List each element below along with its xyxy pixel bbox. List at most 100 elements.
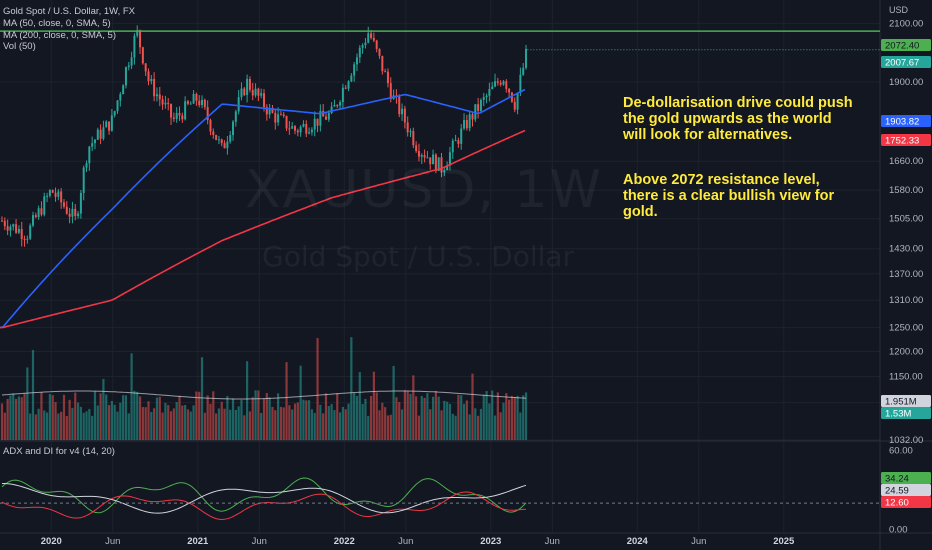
volume-bar [524, 392, 528, 440]
candle-body [465, 120, 468, 129]
price-axis-tick: 1032.00 [889, 435, 923, 446]
candle-body [108, 121, 111, 131]
candle [448, 146, 451, 171]
volume-bar [406, 391, 409, 440]
adx-tag-di-plus-text: 34.24 [885, 474, 909, 485]
candle-body [254, 88, 257, 96]
candle [17, 225, 20, 235]
candle-body [29, 225, 32, 239]
volume-bar [457, 394, 460, 440]
candle [482, 92, 485, 107]
price-tag-ma200-text: 1752.33 [885, 136, 919, 147]
candle-body [237, 97, 240, 112]
volume-bar [51, 395, 54, 440]
volume-bar [324, 393, 328, 440]
candle [353, 61, 356, 82]
candle [232, 120, 235, 141]
candle [403, 105, 406, 129]
candle-body [403, 108, 406, 123]
volume-bar [31, 350, 35, 440]
candle-body [203, 99, 206, 108]
candle-body [257, 88, 260, 96]
candle [113, 110, 116, 118]
candle [51, 189, 54, 194]
candle-body [150, 79, 153, 82]
candle [172, 112, 175, 122]
volume-bar [358, 372, 361, 440]
volume-bar [474, 408, 477, 440]
volume-bar [158, 396, 161, 440]
candle-body [263, 93, 266, 108]
volume-bar [285, 362, 288, 440]
time-axis-tick: 2021 [187, 536, 209, 547]
volume-bar [184, 405, 187, 440]
candle-body [454, 140, 457, 142]
volume-bar [23, 393, 26, 440]
ma200-line [0, 129, 526, 329]
candle [237, 90, 240, 115]
candle-body [181, 115, 184, 120]
candle [184, 96, 187, 121]
candle-body [367, 33, 370, 43]
candle [412, 127, 415, 149]
candle [381, 55, 384, 75]
candle-body [26, 238, 29, 240]
candle-body [333, 105, 336, 107]
candle-body [485, 95, 488, 98]
candle [451, 138, 454, 159]
adx-legend[interactable]: ADX and DI for v4 (14, 20) [3, 446, 115, 457]
volume-bar [136, 391, 139, 440]
symbol-title[interactable]: Gold Spot / U.S. Dollar, 1W, FX [3, 6, 135, 17]
candle-body [482, 97, 485, 100]
candle [223, 140, 226, 149]
candle-body [468, 114, 471, 129]
candle-body [294, 126, 296, 131]
ma200-legend[interactable]: MA (200, close, 0, SMA, 5) [3, 30, 116, 41]
candle-body [336, 105, 339, 107]
candle [344, 85, 347, 90]
volume-bar [212, 391, 215, 440]
candle-body [184, 101, 187, 120]
candle [423, 149, 426, 163]
volume-bar [513, 397, 516, 440]
volume-bar [243, 415, 246, 440]
candle-body [232, 121, 235, 136]
volume-bar [479, 408, 483, 440]
candle [43, 192, 46, 217]
candle [525, 44, 528, 70]
volume-bar [68, 399, 71, 440]
candle-body [347, 81, 350, 89]
candle-body [167, 102, 170, 105]
price-tag-resistance-bg [881, 39, 931, 51]
candle [124, 66, 127, 89]
volume-bar [167, 405, 170, 440]
volume-bar [367, 415, 370, 440]
volume-bar [133, 390, 136, 440]
candle-body [172, 117, 175, 119]
ma50-legend[interactable]: MA (50, close, 0, SMA, 5) [3, 18, 111, 29]
volume-legend[interactable]: Vol (50) [3, 41, 36, 52]
volume-bar [415, 396, 418, 440]
candle [494, 73, 497, 88]
volume-bar [181, 405, 184, 440]
candles [1, 25, 528, 247]
candle [65, 201, 68, 215]
volume-bar [71, 407, 74, 440]
candle-body [279, 114, 282, 116]
volume-bar [93, 391, 97, 440]
candle [48, 189, 51, 198]
volume-bar [62, 394, 66, 440]
volume-bar [516, 395, 519, 440]
candle [508, 88, 511, 98]
candle [294, 124, 296, 135]
volume-bar [400, 409, 404, 440]
candle [60, 188, 63, 209]
candle-body [139, 30, 142, 48]
candle [175, 107, 178, 123]
volume-bar [246, 361, 249, 440]
candle [310, 127, 313, 136]
candle [355, 53, 358, 72]
volume-bar [223, 408, 226, 440]
time-axis-tick: Jun [105, 536, 120, 547]
